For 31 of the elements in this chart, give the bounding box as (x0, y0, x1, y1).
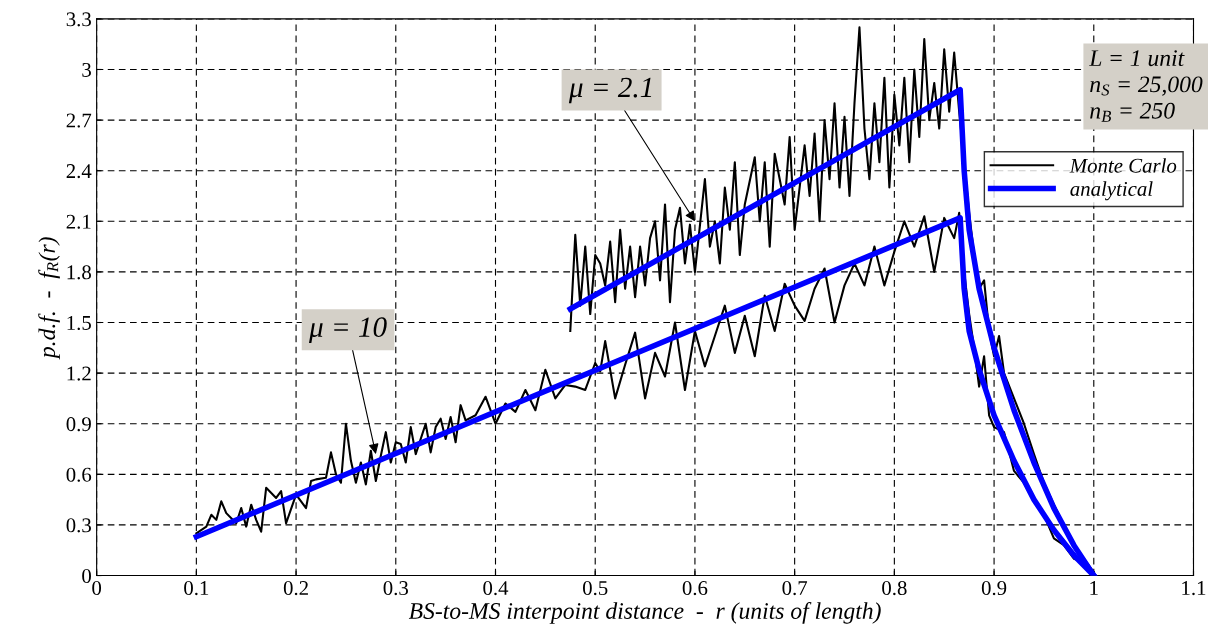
legend-label: analytical (1070, 181, 1153, 201)
annotation: L = 1 unit n$_{S}$ = 25,000 n$_{B}$ = 250 (1089, 50, 1203, 122)
x-tick-label: 1 (1090, 581, 1098, 595)
x-tick-label: 0 (92, 581, 102, 596)
x-tick-label: 0.1 (184, 581, 209, 596)
y-tick-label: 1.5 (67, 315, 91, 331)
x-tick-label: 0.7 (782, 581, 808, 596)
x-tick-label: 1.1 (1182, 581, 1206, 596)
x-tick-label: 0.9 (981, 581, 1007, 596)
x-tick-label: 0.5 (582, 581, 608, 596)
y-tick-label: 2.7 (66, 113, 92, 128)
x-tick-label: 0.2 (283, 581, 308, 596)
annotation: μ = 2.1 (568, 77, 652, 104)
x-tick-label: 0.3 (383, 581, 408, 596)
y-tick-label: 0.6 (66, 467, 92, 482)
y-tick-label: 0.3 (66, 518, 91, 533)
legend-label: Monte Carlo (1069, 158, 1177, 173)
y-tick-label: 0.9 (66, 417, 91, 432)
x-tick-label: 0.4 (483, 581, 509, 596)
x-tick-label: 0.8 (882, 581, 907, 596)
y-tick-label: 1.2 (67, 366, 91, 381)
x-tick-label: 0.6 (682, 581, 708, 596)
y-tick-label: 1.8 (67, 265, 91, 280)
y-tick-label: 2.4 (66, 164, 92, 179)
y-tick-label: 0 (82, 568, 91, 583)
x-axis-title: BS-to-MS interpoint distance - r (units of length) (408, 602, 881, 624)
y-axis-title: p.d.f. - f$_{R}$(r) (38, 237, 60, 360)
y-tick-label: 2.1 (66, 214, 91, 229)
y-tick-label: 3.3 (66, 12, 91, 27)
annotation: μ = 10 (309, 317, 387, 343)
y-tick-label: 3 (82, 62, 91, 77)
